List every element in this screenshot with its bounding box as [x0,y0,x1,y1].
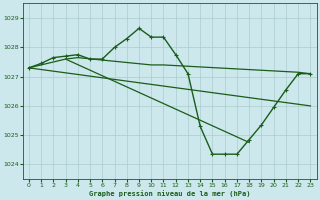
X-axis label: Graphe pression niveau de la mer (hPa): Graphe pression niveau de la mer (hPa) [89,190,250,197]
